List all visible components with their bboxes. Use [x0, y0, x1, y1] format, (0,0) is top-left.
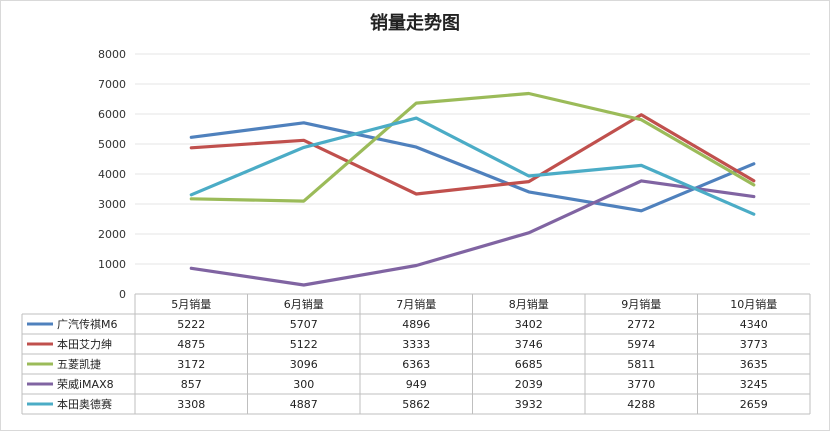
table-cell: 3308 — [177, 398, 205, 411]
y-tick-label: 5000 — [98, 138, 126, 151]
table-cell: 3333 — [402, 338, 430, 351]
legend-label: 本田艾力绅 — [57, 337, 112, 351]
table-cell: 3773 — [740, 338, 768, 351]
table-cell: 3932 — [515, 398, 543, 411]
series-line — [189, 113, 756, 196]
y-tick-label: 1000 — [98, 258, 126, 271]
y-tick-label: 0 — [119, 288, 126, 301]
series-lines — [189, 91, 756, 287]
table-cell: 2772 — [627, 318, 655, 331]
y-tick-label: 8000 — [98, 48, 126, 61]
series-line — [189, 179, 756, 287]
series-line — [189, 116, 756, 216]
table-cell: 3635 — [740, 358, 768, 371]
legend-label: 广汽传祺M6 — [57, 317, 118, 331]
table-cell: 2659 — [740, 398, 768, 411]
category-label: 5月销量 — [171, 297, 211, 311]
table-cell: 3245 — [740, 378, 768, 391]
table-cell: 5811 — [627, 358, 655, 371]
legend-label: 荣威iMAX8 — [57, 378, 114, 391]
table-cell: 3172 — [177, 358, 205, 371]
y-axis: 0 1000 2000 3000 4000 5000 6000 7000 8000 — [98, 48, 126, 301]
table-cell: 6685 — [515, 358, 543, 371]
series-line — [189, 121, 756, 213]
table-cell: 857 — [181, 378, 202, 391]
table-cell: 4340 — [740, 318, 768, 331]
table-cell: 949 — [406, 378, 427, 391]
y-tick-label: 6000 — [98, 108, 126, 121]
legend-label: 五菱凯捷 — [57, 357, 101, 371]
y-tick-label: 2000 — [98, 228, 126, 241]
table-cell: 5974 — [627, 338, 655, 351]
category-label: 7月销量 — [396, 297, 436, 311]
legend-label: 本田奥德赛 — [57, 397, 112, 411]
chart-title: 销量走势图 — [370, 12, 460, 34]
table-cell: 6363 — [402, 358, 430, 371]
table-cell: 2039 — [515, 378, 543, 391]
table-cell: 4896 — [402, 318, 430, 331]
table-cell: 4887 — [290, 398, 318, 411]
category-label: 9月销量 — [621, 297, 661, 311]
table-cell: 300 — [293, 378, 314, 391]
table-cell: 5707 — [290, 318, 318, 331]
table-cell: 3746 — [515, 338, 543, 351]
category-label: 8月销量 — [509, 297, 549, 311]
table-cell: 3770 — [627, 378, 655, 391]
table-cell: 5222 — [177, 318, 205, 331]
table-cell: 3402 — [515, 318, 543, 331]
y-tick-label: 3000 — [98, 198, 126, 211]
y-tick-label: 4000 — [98, 168, 126, 181]
table-cell: 4288 — [627, 398, 655, 411]
category-label: 6月销量 — [284, 297, 324, 311]
category-label: 10月销量 — [730, 297, 777, 311]
y-tick-label: 7000 — [98, 78, 126, 91]
table-cell: 5862 — [402, 398, 430, 411]
series-line — [189, 91, 756, 203]
table-cell: 4875 — [177, 338, 205, 351]
table-cell: 3096 — [290, 358, 318, 371]
table-cell: 5122 — [290, 338, 318, 351]
